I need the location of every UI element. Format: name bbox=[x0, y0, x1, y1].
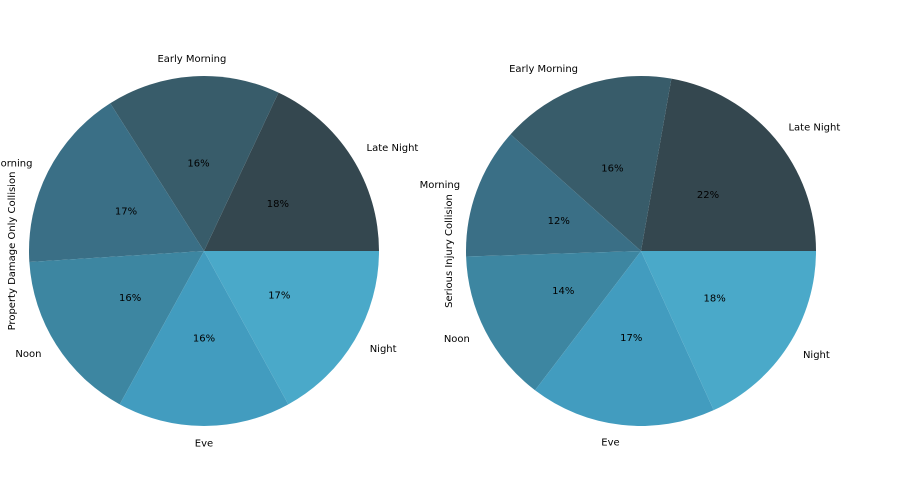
pie-slice bbox=[535, 251, 714, 426]
pie-slice bbox=[110, 75, 279, 251]
slice-label: Eve bbox=[601, 437, 619, 448]
slice-label: Late Night bbox=[788, 122, 840, 133]
slice-label: Early Morning bbox=[509, 64, 578, 75]
value-label: 18% bbox=[267, 199, 289, 210]
value-label: 17% bbox=[620, 333, 642, 344]
value-label: 18% bbox=[703, 293, 725, 304]
pie-slice bbox=[510, 76, 672, 252]
pie-slice bbox=[641, 78, 816, 251]
value-label: 22% bbox=[697, 190, 719, 201]
slice-label: Morning bbox=[0, 159, 32, 170]
pie-slice bbox=[28, 103, 204, 262]
value-label: 16% bbox=[119, 293, 141, 304]
pie-slice bbox=[466, 134, 641, 257]
value-label: 14% bbox=[552, 286, 574, 297]
value-label: 16% bbox=[601, 163, 623, 174]
value-label: 16% bbox=[193, 334, 215, 345]
value-label: 17% bbox=[115, 206, 137, 217]
slice-label: Morning bbox=[420, 180, 460, 191]
pie-slice bbox=[641, 251, 816, 411]
slice-label: Night bbox=[803, 350, 830, 361]
slice-label: Early Morning bbox=[157, 54, 226, 65]
pie-slice bbox=[204, 251, 379, 405]
slice-label: Late Night bbox=[367, 143, 419, 154]
pie-slice bbox=[119, 251, 289, 426]
y-axis-label: Property Damage Only Collision bbox=[7, 172, 18, 331]
slice-label: Night bbox=[370, 344, 397, 355]
pie-slice bbox=[204, 92, 379, 251]
pie-slice bbox=[466, 251, 641, 391]
slice-label: Noon bbox=[15, 349, 41, 360]
slice-label: Eve bbox=[195, 439, 213, 450]
slice-label: Noon bbox=[444, 334, 470, 345]
y-axis-label: Serious Injury Collision bbox=[444, 194, 455, 308]
value-label: 16% bbox=[187, 159, 209, 170]
value-label: 12% bbox=[548, 216, 570, 227]
value-label: 17% bbox=[268, 291, 290, 302]
pie-slice bbox=[29, 251, 204, 405]
